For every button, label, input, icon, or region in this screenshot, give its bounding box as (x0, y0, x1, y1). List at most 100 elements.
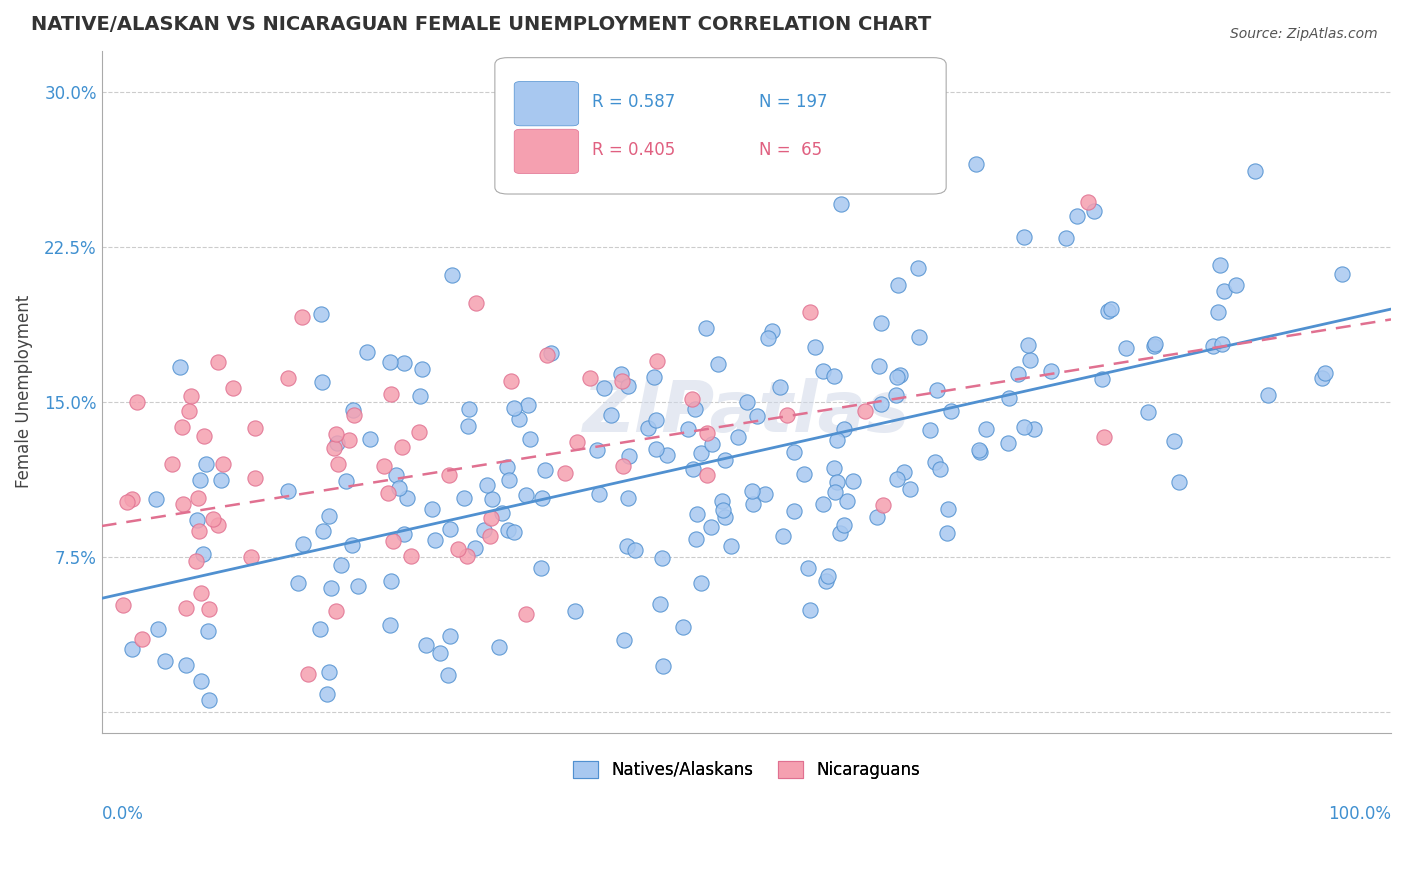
Point (823, 369, 845, 384)
Text: Source: ZipAtlas.com: Source: ZipAtlas.com (1230, 27, 1378, 41)
Point (866, 510, 889, 524)
Point (1099, 301, 1122, 316)
Point (209, 473, 232, 487)
Point (409, 389, 432, 403)
Point (817, 569, 839, 583)
Point (617, 491, 640, 505)
Point (887, 278, 910, 293)
Point (496, 460, 519, 475)
Point (530, 560, 553, 574)
Point (1091, 372, 1114, 386)
Point (1054, 231, 1077, 245)
Point (769, 380, 792, 394)
Point (342, 538, 364, 552)
Point (239, 549, 262, 564)
Point (180, 389, 202, 403)
Point (714, 509, 737, 524)
Point (193, 428, 215, 442)
Point (1066, 210, 1088, 224)
Point (617, 379, 640, 393)
Point (276, 370, 298, 384)
Point (609, 367, 631, 381)
Point (886, 472, 908, 486)
Point (309, 622, 332, 636)
Point (1040, 364, 1063, 378)
Point (311, 375, 333, 389)
Point (174, 657, 197, 672)
Point (186, 554, 208, 568)
Point (312, 524, 335, 539)
Point (707, 357, 730, 371)
Point (534, 463, 557, 477)
Point (190, 473, 212, 487)
Point (872, 498, 894, 512)
Point (540, 346, 562, 360)
Point (1257, 388, 1279, 402)
Point (172, 497, 194, 511)
Point (612, 458, 634, 473)
Point (162, 457, 184, 471)
Point (337, 434, 360, 448)
Point (920, 423, 942, 437)
Point (121, 641, 143, 656)
Point (893, 465, 915, 479)
Point (783, 445, 806, 459)
Point (742, 498, 765, 512)
Point (153, 655, 176, 669)
Text: 100.0%: 100.0% (1329, 805, 1391, 823)
Point (644, 442, 666, 457)
Point (1212, 285, 1234, 299)
Point (319, 581, 342, 595)
Point (554, 467, 576, 481)
Point (793, 467, 815, 482)
Point (727, 430, 749, 444)
Point (436, 668, 458, 682)
Point (804, 340, 827, 354)
Point (515, 488, 537, 502)
Point (617, 449, 640, 463)
Point (315, 687, 337, 701)
Point (868, 359, 890, 373)
Point (399, 549, 422, 563)
Point (373, 459, 395, 474)
Point (1012, 420, 1035, 434)
Point (447, 541, 470, 556)
Point (197, 693, 219, 707)
Point (588, 486, 610, 500)
Point (394, 526, 416, 541)
Point (690, 446, 713, 460)
Point (211, 457, 233, 471)
Point (420, 501, 443, 516)
Point (613, 632, 636, 647)
Point (323, 441, 346, 455)
Point (187, 524, 209, 538)
Point (683, 401, 706, 416)
Point (1012, 229, 1035, 244)
Point (1211, 337, 1233, 351)
FancyBboxPatch shape (515, 81, 579, 126)
Point (127, 395, 149, 409)
Point (624, 543, 647, 558)
Point (1007, 367, 1029, 381)
Point (965, 157, 987, 171)
Point (411, 361, 433, 376)
Point (326, 436, 349, 450)
Point (499, 374, 522, 388)
Point (681, 392, 703, 406)
Point (318, 509, 340, 524)
Point (198, 602, 221, 616)
Point (815, 574, 838, 588)
Point (754, 487, 776, 501)
Point (335, 474, 357, 488)
Point (388, 481, 411, 495)
Point (380, 617, 402, 632)
Point (924, 455, 946, 469)
Point (889, 368, 911, 383)
Point (1202, 339, 1225, 353)
Point (643, 369, 665, 384)
Point (325, 604, 347, 618)
Point (342, 403, 364, 417)
Point (695, 320, 717, 334)
Point (1209, 258, 1232, 272)
Point (177, 404, 200, 418)
